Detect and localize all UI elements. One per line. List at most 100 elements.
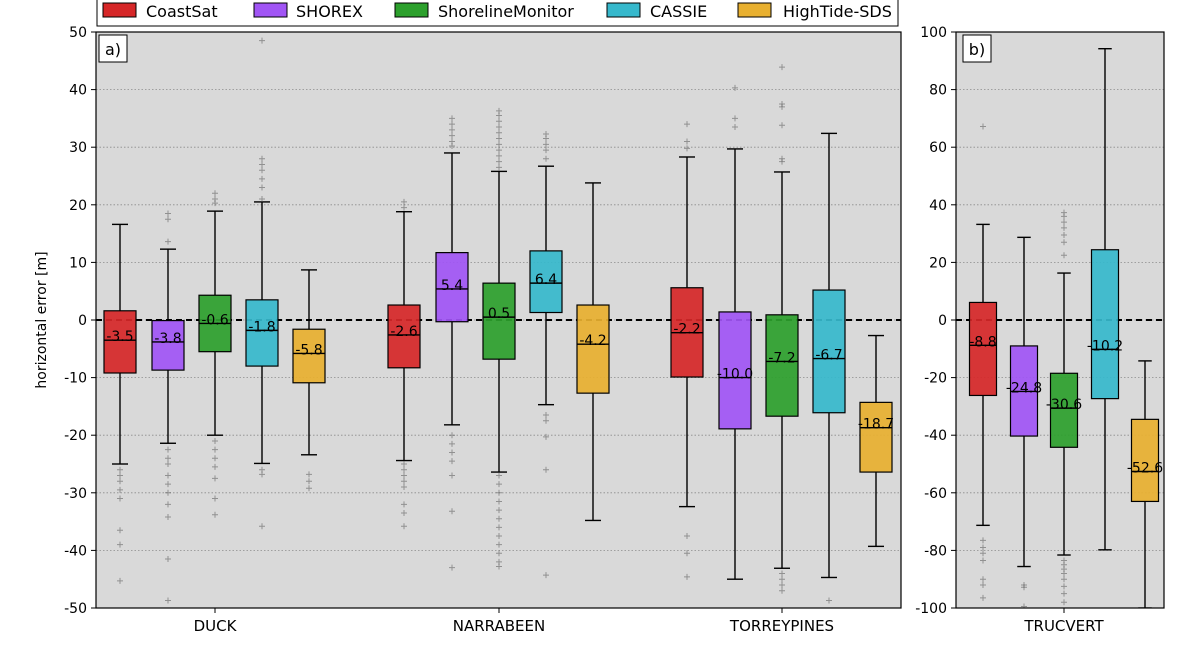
box-iqr <box>1090 249 1120 400</box>
outlier-marker <box>779 581 785 588</box>
x-tick-label-torreypines: TORREYPINES <box>729 617 834 635</box>
outlier-marker <box>496 129 502 136</box>
y-tick-label: -80 <box>924 543 947 559</box>
median-label: -6.7 <box>815 348 842 364</box>
legend-entry-shorex: SHOREX <box>253 2 363 21</box>
outlier-marker <box>449 472 455 479</box>
box-iqr <box>859 401 893 473</box>
box-narrabeen-shorelinemonitor <box>482 107 516 570</box>
outlier-marker <box>1061 599 1067 606</box>
outlier-marker <box>165 556 171 563</box>
median-label: -10.2 <box>1087 338 1123 354</box>
y-tick-label: 0 <box>938 313 947 329</box>
outlier-marker <box>1061 219 1067 226</box>
y-tick-label: -40 <box>924 428 947 444</box>
outlier-marker <box>259 161 265 168</box>
outlier-marker <box>449 126 455 133</box>
y-tick-label: -60 <box>924 486 947 502</box>
y-tick-label: 50 <box>69 25 87 41</box>
legend-label-shorex: SHOREX <box>296 2 363 21</box>
outlier-marker <box>732 84 738 91</box>
outlier-marker <box>306 471 312 478</box>
outlier-marker <box>401 461 407 467</box>
median-label: -8.8 <box>969 334 996 350</box>
outlier-marker <box>543 412 549 419</box>
legend-label-hightide-sds: HighTide-SDS <box>783 2 892 21</box>
outlier-marker <box>496 550 502 557</box>
median-label: 6.4 <box>535 272 557 288</box>
outlier-marker <box>496 118 502 125</box>
outlier-marker <box>826 597 832 604</box>
box-iqr <box>812 289 846 414</box>
outlier-marker <box>165 446 171 453</box>
outlier-marker <box>449 508 455 515</box>
outlier-marker <box>1021 584 1027 591</box>
outlier-marker <box>117 495 123 502</box>
outlier-marker <box>449 432 455 439</box>
outlier-marker <box>543 155 549 162</box>
box-trucvert-shorelinemonitor <box>1049 209 1079 606</box>
median-label: -52.6 <box>1127 460 1163 476</box>
outlier-marker <box>449 132 455 139</box>
outlier-marker <box>496 147 502 154</box>
outlier-marker <box>259 167 265 174</box>
box-iqr <box>1049 372 1079 448</box>
outlier-marker <box>1061 590 1067 597</box>
x-tick-label-narrabeen: NARRABEEN <box>453 617 545 635</box>
outlier-marker <box>779 587 785 594</box>
outlier-marker <box>980 550 986 557</box>
box-narrabeen-shorex <box>435 115 469 571</box>
median-label: 5.4 <box>441 278 463 294</box>
box-iqr <box>482 282 516 360</box>
outlier-marker <box>165 501 171 508</box>
outlier-marker <box>496 541 502 548</box>
outlier-marker <box>732 124 738 131</box>
outlier-marker <box>779 570 785 577</box>
box-iqr <box>151 319 185 371</box>
outlier-marker <box>496 152 502 159</box>
outlier-marker <box>496 563 502 570</box>
outlier-marker <box>496 507 502 514</box>
outlier-marker <box>259 37 265 44</box>
y-axis-label: horizontal error [m] <box>34 251 50 388</box>
outlier-marker <box>1061 583 1067 590</box>
outlier-marker <box>449 115 455 122</box>
x-tick-label-trucvert: TRUCVERT <box>1023 617 1104 635</box>
outlier-marker <box>779 122 785 129</box>
outlier-marker <box>779 155 785 162</box>
outlier-marker <box>496 498 502 505</box>
y-tick-label: -30 <box>64 486 87 502</box>
outlier-marker <box>449 458 455 465</box>
outlier-marker <box>496 481 502 488</box>
outlier-marker <box>449 138 455 145</box>
outlier-marker <box>306 485 312 492</box>
median-label: -1.8 <box>248 319 275 335</box>
outlier-marker <box>684 138 690 145</box>
outlier-marker <box>980 123 986 130</box>
outlier-marker <box>401 509 407 516</box>
median-label: -5.8 <box>295 342 322 358</box>
outlier-marker <box>259 196 265 203</box>
outlier-marker <box>212 463 218 470</box>
outlier-marker <box>980 576 986 583</box>
box-iqr <box>718 311 752 430</box>
outlier-marker <box>779 64 785 71</box>
outlier-marker <box>496 533 502 539</box>
outlier-marker <box>1061 576 1067 583</box>
legend: CoastSat SHOREX ShorelineMonitor CASSIE … <box>96 0 899 27</box>
outlier-marker <box>1061 239 1067 246</box>
outlier-marker <box>401 523 407 530</box>
outlier-marker <box>165 513 171 520</box>
outlier-marker <box>165 472 171 479</box>
box-trucvert-shorex <box>1009 236 1039 608</box>
median-label: -0.6 <box>201 312 228 328</box>
outlier-marker <box>212 511 218 518</box>
outlier-marker <box>1061 232 1067 239</box>
box-iqr <box>435 252 469 323</box>
median-label: -10.0 <box>717 367 753 383</box>
outlier-marker <box>496 515 502 522</box>
median-label: -18.7 <box>858 417 894 433</box>
panel-a: -50 -40 -30 -20 -10 0 10 20 30 40 50 DUCK -3.5 -3.8 -0… <box>64 25 902 635</box>
outlier-marker <box>401 466 407 473</box>
